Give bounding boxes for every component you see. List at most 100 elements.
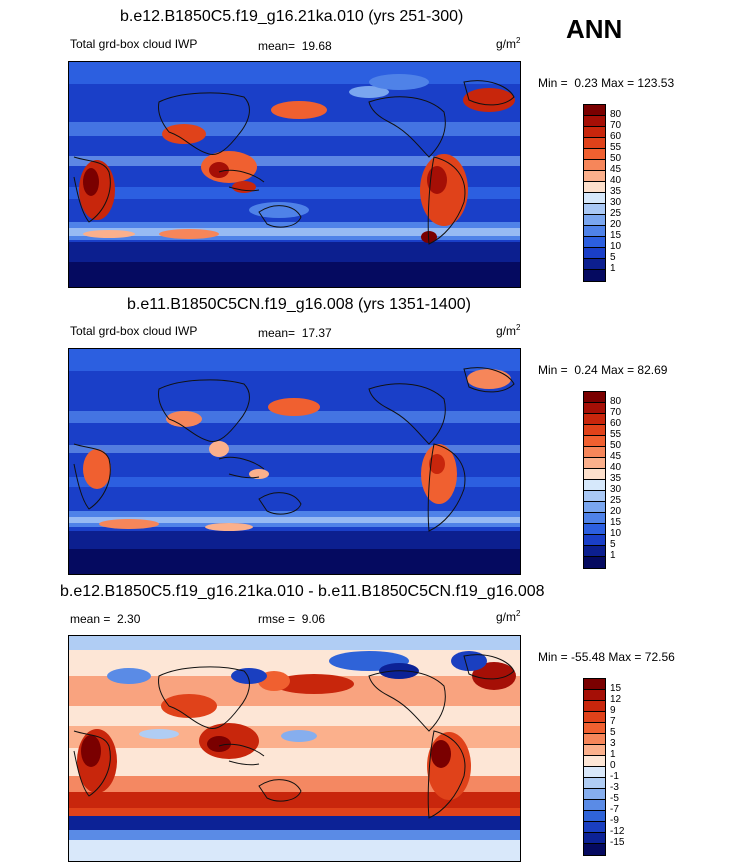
colorbar-level-label: 45 [610,451,622,462]
panel-2-mean: mean= 17.37 [258,326,332,340]
panel-3-map [68,635,521,862]
colorbar-level-label: 35 [610,186,622,197]
colorbar-level-label: 5 [610,727,616,738]
colorbar-level-label: 30 [610,484,622,495]
colorbar-level-label: 70 [610,407,622,418]
colorbar-level-label: -5 [610,793,619,804]
colorbar-level-label: 5 [610,252,616,263]
colorbar-swatch [584,800,605,811]
colorbar-level-label: 40 [610,175,622,186]
colorbar-swatch [584,237,605,248]
panel-1-mean: mean= 19.68 [258,39,332,53]
panel-3-rmse-label: rmse = [258,612,296,626]
colorbar-level-label: -15 [610,837,625,848]
panel-3-units: g/m2 [496,609,520,624]
panel-2-units-text: g/m [496,324,517,338]
panel-2-variable-label: Total grd-box cloud IWP [70,324,198,338]
colorbar-swatch [584,458,605,469]
panel-3-max-label: Max = [608,650,642,664]
colorbar-swatch [584,447,605,458]
colorbar-swatch [584,712,605,723]
panel-1-colorbar [583,104,606,282]
panel-3-mean-label: mean = [70,612,111,626]
panel-1-mean-value: 19.68 [301,39,332,53]
panel-2-title: b.e11.B1850C5CN.f19_g16.008 (yrs 1351-14… [127,296,471,313]
colorbar-level-label: 60 [610,418,622,429]
colorbar-level-label: 20 [610,219,622,230]
panel-2-mean-label: mean= [258,326,296,340]
panel-1-mean-label: mean= [258,39,296,53]
colorbar-swatch [584,734,605,745]
colorbar-swatch [584,767,605,778]
colorbar-swatch [584,524,605,535]
colorbar-swatch [584,160,605,171]
panel-2-max-value: 82.69 [637,363,668,377]
colorbar-swatch [584,436,605,447]
panel-1-units-exp: 2 [516,36,521,45]
colorbar-swatch [584,149,605,160]
colorbar-level-label: 0 [610,760,616,771]
colorbar-level-label: 7 [610,716,616,727]
colorbar-level-label: 55 [610,429,622,440]
colorbar-level-label: 70 [610,120,622,131]
colorbar-level-label: -12 [610,826,625,837]
colorbar-swatch [584,226,605,237]
colorbar-swatch [584,778,605,789]
colorbar-swatch [584,502,605,513]
colorbar-swatch [584,690,605,701]
panel-1-minmax: Min = 0.23 Max = 123.53 [538,76,674,90]
colorbar-swatch [584,171,605,182]
colorbar-swatch [584,844,605,855]
colorbar-swatch [584,557,605,568]
panel-3-title: b.e12.B1850C5.f19_g16.21ka.010 - b.e11.B… [60,583,545,600]
panel-1-units-text: g/m [496,37,517,51]
colorbar-swatch [584,127,605,138]
colorbar-swatch [584,789,605,800]
panel-3-units-exp: 2 [516,609,521,618]
colorbar-swatch [584,679,605,690]
panel-3-mean: mean = 2.30 [70,612,140,626]
panel-2-map [68,348,521,575]
colorbar-swatch [584,701,605,712]
panel-2-mean-value: 17.37 [301,326,332,340]
colorbar-level-label: 12 [610,694,622,705]
panel-1-max-label: Max = [601,76,635,90]
colorbar-level-label: 1 [610,263,616,274]
colorbar-swatch [584,270,605,281]
panel-3-rmse-value: 9.06 [301,612,326,626]
colorbar-level-label: 25 [610,208,622,219]
colorbar-level-label: -9 [610,815,619,826]
panel-2-units: g/m2 [496,323,520,338]
colorbar-swatch [584,535,605,546]
colorbar-level-label: 15 [610,230,622,241]
colorbar-swatch [584,811,605,822]
colorbar-level-label: 20 [610,506,622,517]
panel-3-rmse: rmse = 9.06 [258,612,325,626]
colorbar-level-label: 80 [610,109,622,120]
colorbar-level-label: -3 [610,782,619,793]
panel-3-min-label: Min = [538,650,568,664]
colorbar-level-label: 40 [610,462,622,473]
panel-1-min-value: 0.23 [574,76,598,90]
panel-2-minmax: Min = 0.24 Max = 82.69 [538,363,667,377]
colorbar-swatch [584,833,605,844]
season-label: ANN [566,14,623,44]
colorbar-swatch [584,204,605,215]
panel-3-min-value: -55.48 [571,650,606,664]
panel-3-units-text: g/m [496,610,517,624]
colorbar-swatch [584,513,605,524]
colorbar-level-label: 30 [610,197,622,208]
panel-3-mean-value: 2.30 [117,612,141,626]
panel-3-colorbar [583,678,606,856]
colorbar-swatch [584,756,605,767]
panel-2-colorbar [583,391,606,569]
colorbar-level-label: 15 [610,517,622,528]
colorbar-swatch [584,546,605,557]
colorbar-swatch [584,403,605,414]
colorbar-swatch [584,723,605,734]
colorbar-level-label: 45 [610,164,622,175]
colorbar-swatch [584,491,605,502]
colorbar-swatch [584,822,605,833]
colorbar-swatch [584,414,605,425]
panel-1-variable-label: Total grd-box cloud IWP [70,37,198,51]
